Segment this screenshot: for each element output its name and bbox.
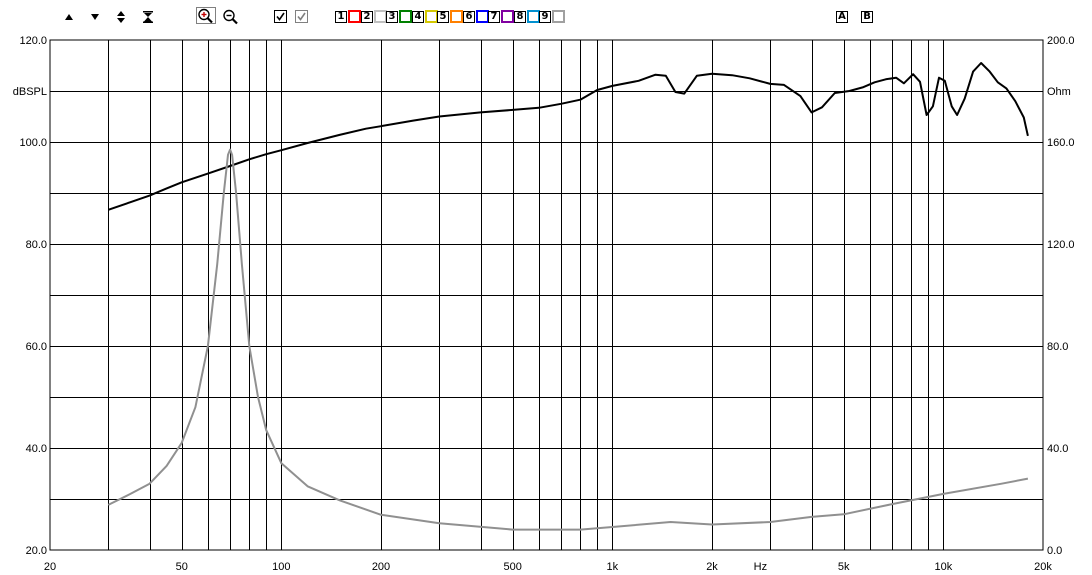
curve-6-label[interactable]: 6 [463,9,475,24]
x-tick-label: 5k [838,561,850,573]
curve-color-box [501,10,514,23]
curve-number-box: 4 [412,10,424,23]
curve-number-box: 8 [514,10,526,23]
curve-7-label[interactable]: 7 [488,9,500,24]
expand-vertical-icon[interactable] [114,9,128,24]
x-tick-label: 500 [504,561,522,573]
y-right-axis-label: Ohm [1047,86,1071,98]
x-unit-label: Hz [754,561,767,573]
x-tick-label: 20k [1034,561,1052,573]
letter-box: B [861,10,873,23]
curve-number-box: 5 [437,10,449,23]
curve-number-box: 3 [386,10,398,23]
curve-a-button[interactable]: A [836,9,848,24]
y-left-tick-label: 120.0 [19,35,47,47]
curve-number-box: 9 [539,10,551,23]
curve-4-label[interactable]: 4 [412,9,424,24]
curve-9-toggle[interactable] [552,9,565,24]
curve-3-label[interactable]: 3 [386,9,398,24]
curve-checkbox-main[interactable] [273,9,287,24]
curve-7-toggle[interactable] [501,9,514,24]
curve-3-toggle[interactable] [399,9,412,24]
y-left-axis-label: dBSPL [13,86,47,98]
impedance-curve [107,148,1029,531]
y-right-tick-label: 200.0 [1047,35,1075,47]
curve-color-box [552,10,565,23]
y-right-tick-label: 0.0 [1047,545,1062,557]
curve-color-box [399,10,412,23]
x-tick-label: 20 [44,561,56,573]
curve-5-label[interactable]: 5 [437,9,449,24]
x-tick-label: 10k [934,561,952,573]
x-tick-label: 1k [607,561,619,573]
y-right-tick-label: 80.0 [1047,341,1068,353]
y-left-tick-label: 100.0 [19,137,47,149]
curve-1-toggle[interactable] [348,9,361,24]
curve-2-label[interactable]: 2 [361,9,373,24]
y-left-tick-label: 80.0 [26,239,47,251]
zoom-in-icon[interactable] [196,7,216,24]
y-left-tick-label: 20.0 [26,545,47,557]
letter-box: A [836,10,848,23]
curve-number-box: 6 [463,10,475,23]
scroll-up-icon[interactable] [62,9,76,24]
curve-number-box: 2 [361,10,373,23]
curve-1-label[interactable]: 1 [335,9,347,24]
x-tick-label: 200 [372,561,390,573]
curve-number-box: 1 [335,10,347,23]
curve-8-label[interactable]: 8 [514,9,526,24]
y-left-tick-label: 40.0 [26,443,47,455]
curve-number-box: 7 [488,10,500,23]
curve-checkbox-gray[interactable] [294,9,308,24]
curve-color-box [348,10,361,23]
curve-b-button[interactable]: B [861,9,873,24]
x-tick-label: 50 [176,561,188,573]
x-tick-label: 100 [272,561,290,573]
y-right-tick-label: 120.0 [1047,239,1075,251]
curve-9-label[interactable]: 9 [539,9,551,24]
curve-5-toggle[interactable] [450,9,463,24]
y-right-tick-label: 160.0 [1047,137,1075,149]
x-tick-label: 2k [706,561,718,573]
curve-color-box [450,10,463,23]
spl-curve [107,62,1029,211]
y-right-tick-label: 40.0 [1047,443,1068,455]
compress-vertical-icon[interactable] [141,9,155,24]
y-left-tick-label: 60.0 [26,341,47,353]
scroll-down-icon[interactable] [88,9,102,24]
zoom-out-icon[interactable] [222,9,240,24]
